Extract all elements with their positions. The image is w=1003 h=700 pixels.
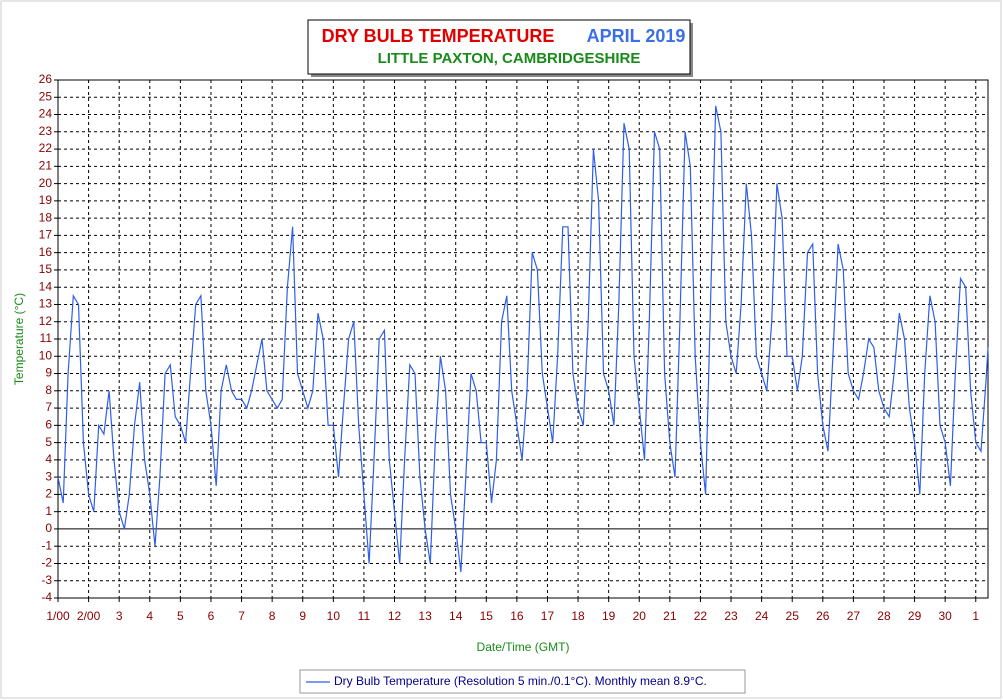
y-tick-label: -4 (41, 590, 52, 604)
y-tick-label: -2 (41, 556, 52, 570)
y-tick-label: 6 (45, 418, 52, 432)
x-tick-label: 21 (663, 609, 677, 623)
y-tick-label: 21 (39, 159, 53, 173)
x-tick-label: 19 (602, 609, 616, 623)
chart-title: DRY BULB TEMPERATURE (322, 26, 555, 46)
y-tick-label: 15 (39, 262, 53, 276)
y-tick-label: 7 (45, 400, 52, 414)
x-tick-label: 12 (388, 609, 402, 623)
y-tick-label: 5 (45, 435, 52, 449)
y-tick-label: 9 (45, 366, 52, 380)
x-tick-label: 23 (724, 609, 738, 623)
y-tick-label: 4 (45, 452, 52, 466)
x-tick-label: 17 (541, 609, 555, 623)
x-tick-label: 1/00 (46, 609, 70, 623)
x-tick-label: 10 (327, 609, 341, 623)
y-tick-label: 2 (45, 487, 52, 501)
y-tick-label: 26 (39, 72, 53, 86)
y-tick-label: 11 (40, 331, 53, 345)
x-tick-label: 2/00 (77, 609, 101, 623)
y-tick-label: 25 (39, 89, 53, 103)
plot-border (57, 79, 989, 599)
y-tick-label: 1 (45, 504, 52, 518)
y-tick-label: 12 (39, 314, 53, 328)
x-tick-label: 30 (938, 609, 952, 623)
y-tick-label: 0 (45, 521, 52, 535)
temperature-line (57, 105, 989, 573)
y-tick-label: 8 (45, 383, 52, 397)
x-tick-label: 25 (786, 609, 800, 623)
x-tick-label: 26 (816, 609, 830, 623)
y-tick-label: 22 (39, 141, 53, 155)
legend-box (299, 669, 746, 694)
y-tick-label: -1 (41, 538, 52, 552)
x-tick-label: 15 (480, 609, 494, 623)
y-axis-label: Temperature (°C) (12, 293, 26, 385)
x-tick-label: 1 (972, 609, 979, 623)
y-tick-label: 16 (39, 245, 53, 259)
x-tick-label: 16 (510, 609, 524, 623)
y-tick-label: -3 (41, 573, 52, 587)
x-tick-label: 29 (908, 609, 922, 623)
x-tick-label: 7 (238, 609, 245, 623)
legend-label: Dry Bulb Temperature (Resolution 5 min./… (334, 674, 707, 688)
y-tick-label: 19 (39, 193, 53, 207)
x-tick-label: 14 (449, 609, 463, 623)
chart-subtitle: LITTLE PAXTON, CAMBRIDGESHIRE (378, 50, 641, 67)
y-tick-label: 3 (45, 469, 52, 483)
y-tick-label: 13 (39, 297, 53, 311)
x-tick-label: 27 (847, 609, 861, 623)
y-tick-label: 10 (39, 348, 53, 362)
x-tick-label: 11 (358, 609, 371, 623)
y-tick-label: 14 (39, 279, 53, 293)
x-tick-label: 18 (571, 609, 585, 623)
y-tick-label: 23 (39, 124, 53, 138)
x-tick-label: 24 (755, 609, 769, 623)
x-tick-label: 13 (418, 609, 432, 623)
title-box (307, 19, 691, 75)
x-tick-label: 4 (146, 609, 153, 623)
x-tick-label: 6 (208, 609, 215, 623)
x-tick-label: 9 (299, 609, 306, 623)
x-tick-label: 3 (116, 609, 123, 623)
x-tick-label: 8 (269, 609, 276, 623)
x-tick-label: 28 (877, 609, 891, 623)
x-tick-label: 20 (633, 609, 647, 623)
y-tick-label: 17 (39, 228, 53, 242)
x-tick-label: 5 (177, 609, 184, 623)
x-axis-label: Date/Time (GMT) (477, 640, 570, 654)
y-tick-label: 20 (39, 176, 53, 190)
y-tick-label: 24 (39, 107, 53, 121)
chart-title-date: APRIL 2019 (587, 26, 686, 46)
x-tick-label: 22 (694, 609, 708, 623)
y-tick-label: 18 (39, 210, 53, 224)
